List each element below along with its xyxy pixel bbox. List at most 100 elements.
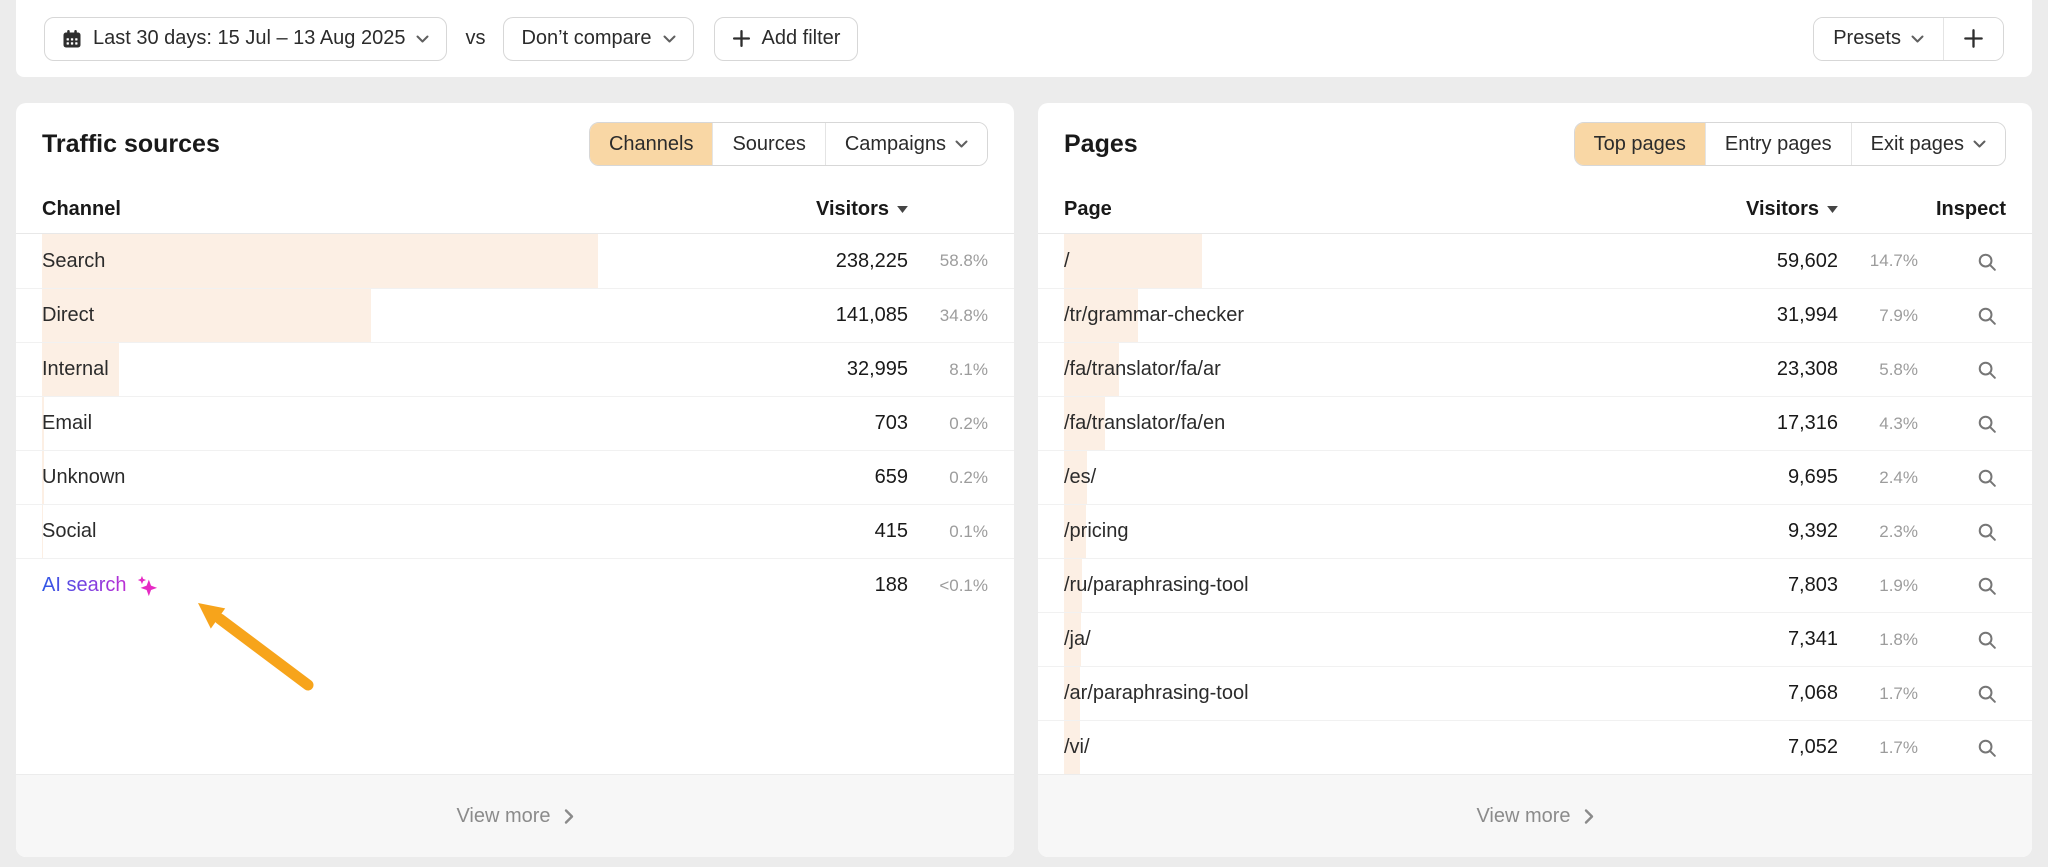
row-bar [1064, 397, 1105, 450]
table-row[interactable]: /fa/translator/fa/en 17,316 4.3% [1038, 396, 2032, 450]
channel-label: Direct [42, 304, 836, 327]
traffic-sources-view-more[interactable]: View more [16, 774, 1014, 857]
add-preset-button[interactable] [1943, 17, 2003, 60]
table-row[interactable]: /ja/ 7,341 1.8% [1038, 612, 2032, 666]
visitors-column-header: Visitors [816, 197, 889, 220]
share-value: 2.4% [1879, 467, 1918, 487]
inspect-button[interactable] [1975, 412, 2006, 435]
share-value: 1.8% [1879, 629, 1918, 649]
table-row[interactable]: /es/ 9,695 2.4% [1038, 450, 2032, 504]
date-range-button[interactable]: Last 30 days: 15 Jul – 13 Aug 2025 [44, 16, 448, 61]
inspect-button[interactable] [1975, 682, 2006, 705]
inspect-cell [1918, 520, 2006, 543]
table-row[interactable]: /vi/ 7,052 1.7% [1038, 720, 2032, 774]
table-row[interactable]: Direct 141,085 34.8% [16, 288, 1014, 342]
visitors-value: 7,068 [1787, 682, 1838, 704]
table-row[interactable]: /pricing 9,392 2.3% [1038, 504, 2032, 558]
page-path: / [1064, 249, 1070, 272]
row-bar [42, 451, 44, 504]
visitors-sort-header[interactable]: Visitors [816, 198, 908, 221]
row-bar [1064, 343, 1119, 396]
share-value: 0.2% [949, 467, 988, 487]
share-value: 0.1% [949, 521, 988, 541]
share-value: 8.1% [949, 359, 988, 379]
pages-view-more[interactable]: View more [1038, 774, 2032, 857]
inspect-cell [1918, 574, 2006, 597]
row-bar [42, 234, 599, 288]
table-row[interactable]: / 59,602 14.7% [1038, 234, 2032, 288]
visitors-value: 31,994 [1776, 304, 1838, 326]
visitors-value: 7,341 [1787, 628, 1838, 650]
presets-label: Presets [1833, 27, 1901, 49]
visitors-value: 238,225 [835, 249, 908, 272]
visitors-column-header: Visitors [1746, 197, 1819, 220]
share-value: 58.8% [939, 251, 988, 270]
page-label: /fa/translator/fa/ar [1064, 358, 1777, 381]
page-label: /es/ [1064, 466, 1788, 489]
table-row[interactable]: Unknown 659 0.2% [16, 450, 1014, 504]
page-path: /fa/translator/fa/en [1064, 412, 1226, 434]
share-value: 1.7% [1879, 683, 1918, 703]
magnifier-icon [1978, 631, 1996, 649]
inspect-button[interactable] [1975, 574, 2006, 597]
magnifier-icon [1978, 469, 1996, 487]
visitors-sort-header[interactable]: Visitors [1746, 198, 1838, 221]
share-value: 7.9% [1879, 305, 1918, 325]
chevron-down-icon [955, 140, 968, 148]
row-bar [42, 505, 43, 558]
table-row[interactable]: /tr/grammar-checker 31,994 7.9% [1038, 288, 2032, 342]
inspect-button[interactable] [1975, 520, 2006, 543]
visitors-value: 9,695 [1787, 466, 1838, 488]
share-value: 0.2% [949, 413, 988, 433]
visitors-value: 23,308 [1776, 358, 1838, 380]
table-row[interactable]: AI search 188 <0.1% [16, 558, 1014, 612]
table-row[interactable]: /ru/paraphrasing-tool 7,803 1.9% [1038, 558, 2032, 612]
inspect-button[interactable] [1975, 466, 2006, 489]
inspect-cell [1918, 358, 2006, 381]
visitors-value: 17,316 [1776, 412, 1838, 434]
tab-sources[interactable]: Sources [712, 123, 825, 165]
magnifier-icon [1978, 523, 1996, 541]
add-filter-button[interactable]: Add filter [713, 16, 859, 61]
table-row[interactable]: Social 415 0.1% [16, 504, 1014, 558]
tab-entry-pages[interactable]: Entry pages [1704, 123, 1851, 165]
page-path: /ru/paraphrasing-tool [1064, 574, 1249, 596]
tab-label: Channels [608, 132, 694, 155]
page-label: /fa/translator/fa/en [1064, 412, 1777, 435]
tab-channels[interactable]: Channels [589, 123, 713, 165]
visitors-value: 188 [874, 574, 908, 596]
table-row[interactable]: /fa/translator/fa/ar 23,308 5.8% [1038, 342, 2032, 396]
plus-icon [732, 29, 751, 48]
table-row[interactable]: /ar/paraphrasing-tool 7,068 1.7% [1038, 666, 2032, 720]
tab-exit-pages[interactable]: Exit pages [1850, 123, 2005, 165]
share-value: 2.3% [1879, 521, 1918, 541]
share-value: 34.8% [939, 305, 988, 325]
channel-name: Internal [42, 358, 109, 380]
visitors-value: 141,085 [835, 304, 908, 326]
magnifier-icon [1978, 415, 1996, 433]
tab-label: Top pages [1593, 132, 1686, 155]
inspect-button[interactable] [1975, 358, 2006, 381]
inspect-button[interactable] [1975, 304, 2006, 327]
magnifier-icon [1978, 253, 1996, 271]
inspect-button[interactable] [1975, 628, 2006, 651]
visitors-value: 7,052 [1787, 736, 1838, 758]
row-bar [42, 343, 119, 396]
page-path: /pricing [1064, 520, 1129, 542]
inspect-button[interactable] [1975, 250, 2006, 273]
row-bar [1064, 667, 1080, 720]
compare-dropdown[interactable]: Don’t compare [503, 16, 694, 61]
table-row[interactable]: Email 703 0.2% [16, 396, 1014, 450]
channel-label: Search [42, 250, 836, 273]
visitors-value: 659 [874, 466, 908, 488]
tab-top-pages[interactable]: Top pages [1574, 123, 1705, 165]
visitors-value: 59,602 [1776, 249, 1838, 272]
inspect-button[interactable] [1975, 736, 2006, 759]
pages-panel: Pages Top pages Entry pages Exit pages P… [1038, 103, 2032, 857]
table-row[interactable]: Search 238,225 58.8% [16, 234, 1014, 288]
visitors-value: 32,995 [846, 358, 908, 380]
table-row[interactable]: Internal 32,995 8.1% [16, 342, 1014, 396]
tab-campaigns[interactable]: Campaigns [824, 123, 987, 165]
tab-label: Entry pages [1724, 132, 1832, 155]
presets-dropdown[interactable]: Presets [1814, 17, 1943, 60]
